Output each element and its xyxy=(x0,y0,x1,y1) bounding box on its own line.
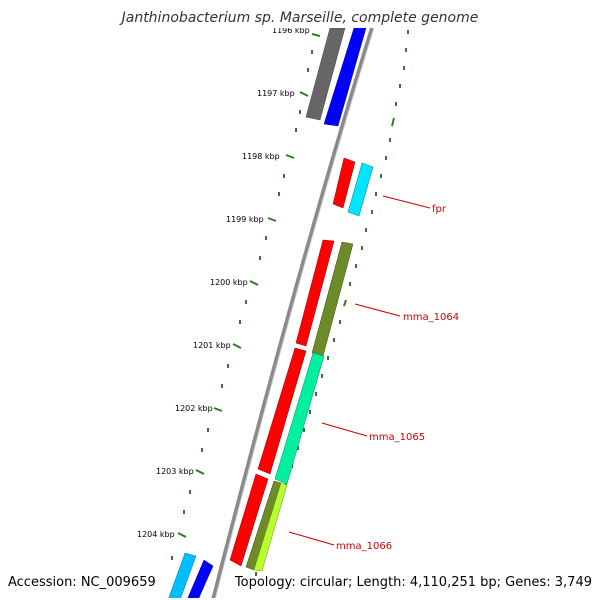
gene-blue xyxy=(323,28,367,127)
label-line-mma-1064 xyxy=(354,303,401,317)
gene-red-1064-upstream xyxy=(295,239,335,347)
gene-red-1066-upstream xyxy=(229,473,269,567)
map-title: Janthinobacterium sp. Marseille, complet… xyxy=(121,10,479,26)
tick-label: 1203 kbp xyxy=(156,467,194,476)
gene-label-fpr: fpr xyxy=(432,204,447,215)
gene-label-mma-1066: mma_1066 xyxy=(336,541,392,552)
inner-tick xyxy=(249,280,259,286)
outer-tick xyxy=(343,299,347,307)
gene-cyan-fpr xyxy=(347,162,374,217)
inner-tick xyxy=(195,469,205,475)
gene-gray xyxy=(305,28,346,121)
tick-label: 1197 kbp xyxy=(257,89,295,98)
gene-sky xyxy=(168,552,197,598)
gene-blue-bottom xyxy=(187,559,214,598)
tick-label: 1199 kbp xyxy=(226,215,264,224)
gene-mint-mma-1065 xyxy=(274,352,325,485)
gene-label-mma-1065: mma_1065 xyxy=(369,432,425,443)
gene-red-1065-upstream xyxy=(257,347,307,475)
gene-lime-mma-1066 xyxy=(253,482,288,572)
tick-label: 1196 kbp xyxy=(272,26,310,35)
label-line-fpr xyxy=(382,195,431,209)
inner-tick xyxy=(267,217,277,222)
tick-label: 1200 kbp xyxy=(210,278,248,287)
inner-tick xyxy=(285,154,295,159)
label-line-mma-1065 xyxy=(321,422,368,437)
gene-red-fpr-upstream xyxy=(332,157,356,209)
inner-tick xyxy=(299,91,309,97)
accession-label: Accession: NC_009659 xyxy=(8,575,156,590)
label-line-mma-1066 xyxy=(288,531,335,546)
topology-label: Topology: circular; Length: 4,110,251 bp… xyxy=(234,575,592,590)
tick-label: 1202 kbp xyxy=(175,404,213,413)
tick-label: 1204 kbp xyxy=(137,530,175,539)
inner-tick xyxy=(311,33,321,37)
inner-tick xyxy=(213,407,223,412)
genome-backbone-highlight xyxy=(214,28,375,598)
inner-tick xyxy=(177,532,187,538)
inner-tick-scale xyxy=(171,33,321,560)
tick-label: 1198 kbp xyxy=(242,152,280,161)
tick-label: 1201 kbp xyxy=(193,341,231,350)
outer-tick xyxy=(391,117,395,127)
inner-tick xyxy=(232,343,242,349)
gene-label-mma-1064: mma_1064 xyxy=(403,312,459,323)
genome-backbone xyxy=(211,28,374,598)
